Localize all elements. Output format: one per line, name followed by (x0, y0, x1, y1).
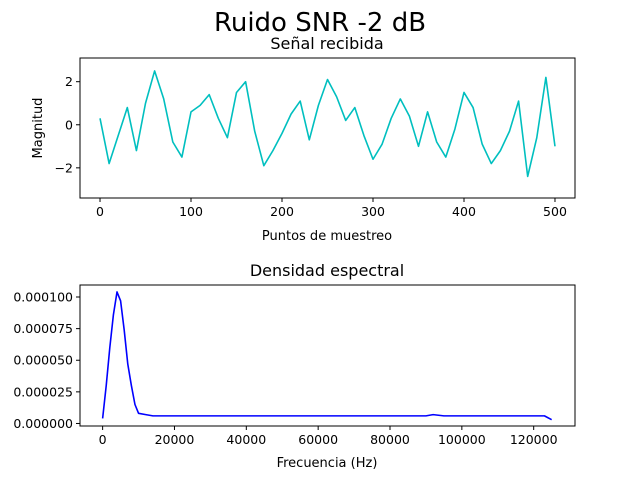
signal-title: Señal recibida (270, 34, 383, 53)
psd-ytick-label: 0.000050 (13, 353, 73, 368)
signal-ytick-label: 2 (65, 74, 73, 89)
signal-xtick-label: 200 (270, 204, 294, 219)
psd-series-line (101, 291, 553, 421)
figure-suptitle: Ruido SNR -2 dB (214, 8, 426, 38)
psd-xtick-label: 120000 (510, 432, 558, 447)
psd-xtick-label: 80000 (370, 432, 410, 447)
signal-ytick-label: −2 (55, 160, 73, 175)
signal-ytick-label: 0 (65, 117, 73, 132)
psd-xlabel: Frecuencia (Hz) (277, 456, 378, 471)
psd-xtick-label: 0 (99, 432, 107, 447)
signal-xlabel: Puntos de muestreo (262, 229, 392, 244)
psd-ticks: 0 20000 40000 60000 80000 100000 120000 0.00000… (13, 290, 557, 447)
psd-ytick-label: 0.000075 (13, 321, 73, 336)
signal-ticks: 0 100 200 300 400 500 −2 0 2 (55, 74, 567, 219)
signal-xtick-label: 100 (179, 204, 203, 219)
psd-xtick-label: 40000 (226, 432, 266, 447)
signal-subplot: Señal recibida 0 100 200 300 400 500 −2 0 2 Punt… (31, 34, 576, 244)
psd-ytick-label: 0.000100 (13, 290, 73, 305)
signal-lines (99, 70, 556, 178)
psd-subplot: Densidad espectral 0 20000 40000 60000 80000… (13, 261, 576, 471)
psd-title: Densidad espectral (250, 261, 404, 280)
psd-axes-frame (79, 284, 576, 427)
signal-xtick-label: 500 (543, 204, 567, 219)
psd-xtick-label: 20000 (155, 432, 195, 447)
signal-series-line (99, 70, 556, 178)
signal-xtick-label: 400 (452, 204, 476, 219)
signal-axes-frame (79, 57, 576, 199)
signal-ylabel: Magnitud (31, 98, 46, 159)
psd-xtick-label: 100000 (438, 432, 486, 447)
signal-xtick-label: 0 (96, 204, 104, 219)
psd-lines (101, 291, 553, 421)
psd-xtick-label: 60000 (298, 432, 338, 447)
psd-ytick-label: 0.000000 (13, 416, 73, 431)
signal-xtick-label: 300 (361, 204, 385, 219)
psd-ytick-label: 0.000025 (13, 384, 73, 399)
